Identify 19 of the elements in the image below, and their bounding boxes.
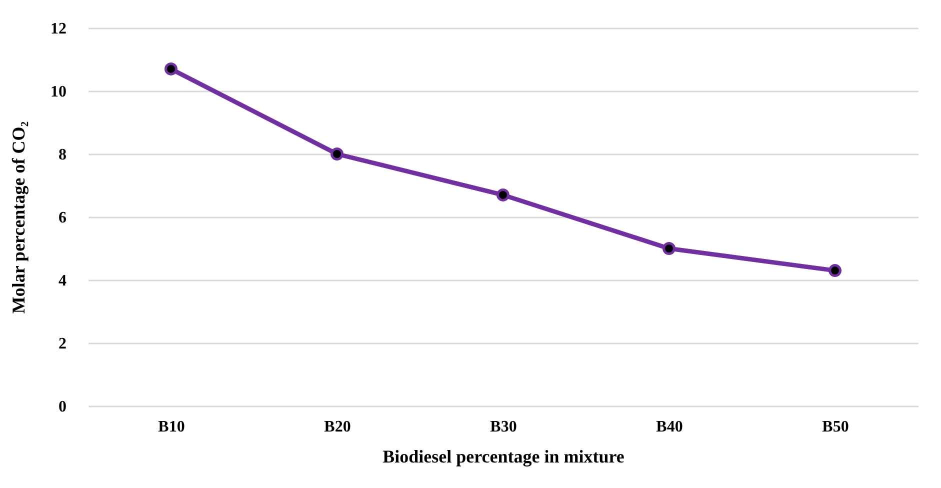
point	[330, 148, 344, 160]
y-tick-label: 0	[58, 398, 66, 416]
y-tick-label: 8	[58, 146, 66, 164]
x-tick-label: B50	[822, 418, 849, 436]
point	[828, 264, 842, 278]
x-axis-title: Biodiesel percentage in mixture	[382, 446, 624, 466]
y-axis-title: Molar percentage of CO₂	[8, 121, 28, 314]
point	[662, 242, 676, 255]
y-tick-label: 2	[58, 336, 66, 352]
point	[496, 188, 510, 202]
x-tick-label: B10	[158, 418, 185, 436]
y-tick-label: 12	[50, 20, 66, 38]
x-tick-label: B40	[656, 418, 683, 436]
x-tick-label: B20	[324, 418, 351, 436]
y-tick-label: 4	[58, 272, 66, 290]
point	[164, 62, 178, 76]
x-tick-label: B30	[490, 418, 517, 436]
y-tick-label: 10	[50, 84, 66, 100]
y-tick-label: 6	[58, 210, 66, 226]
